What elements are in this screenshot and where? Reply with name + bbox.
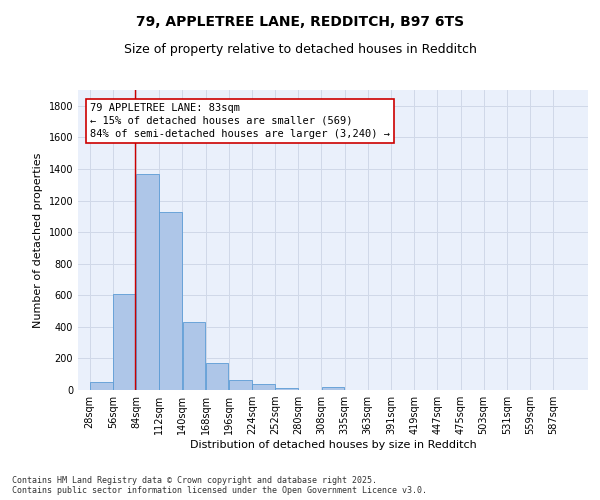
Bar	[229, 380, 251, 390]
Text: 79 APPLETREE LANE: 83sqm
← 15% of detached houses are smaller (569)
84% of semi-: 79 APPLETREE LANE: 83sqm ← 15% of detach…	[90, 102, 390, 139]
Bar	[182, 322, 205, 390]
X-axis label: Distribution of detached houses by size in Redditch: Distribution of detached houses by size …	[190, 440, 476, 450]
Text: 79, APPLETREE LANE, REDDITCH, B97 6TS: 79, APPLETREE LANE, REDDITCH, B97 6TS	[136, 15, 464, 29]
Bar	[113, 294, 136, 390]
Bar	[90, 382, 113, 390]
Bar	[252, 384, 275, 390]
Y-axis label: Number of detached properties: Number of detached properties	[33, 152, 43, 328]
Text: Size of property relative to detached houses in Redditch: Size of property relative to detached ho…	[124, 42, 476, 56]
Bar	[275, 388, 298, 390]
Bar	[322, 387, 344, 390]
Bar	[136, 174, 159, 390]
Text: Contains HM Land Registry data © Crown copyright and database right 2025.
Contai: Contains HM Land Registry data © Crown c…	[12, 476, 427, 495]
Bar	[206, 363, 229, 390]
Bar	[160, 212, 182, 390]
